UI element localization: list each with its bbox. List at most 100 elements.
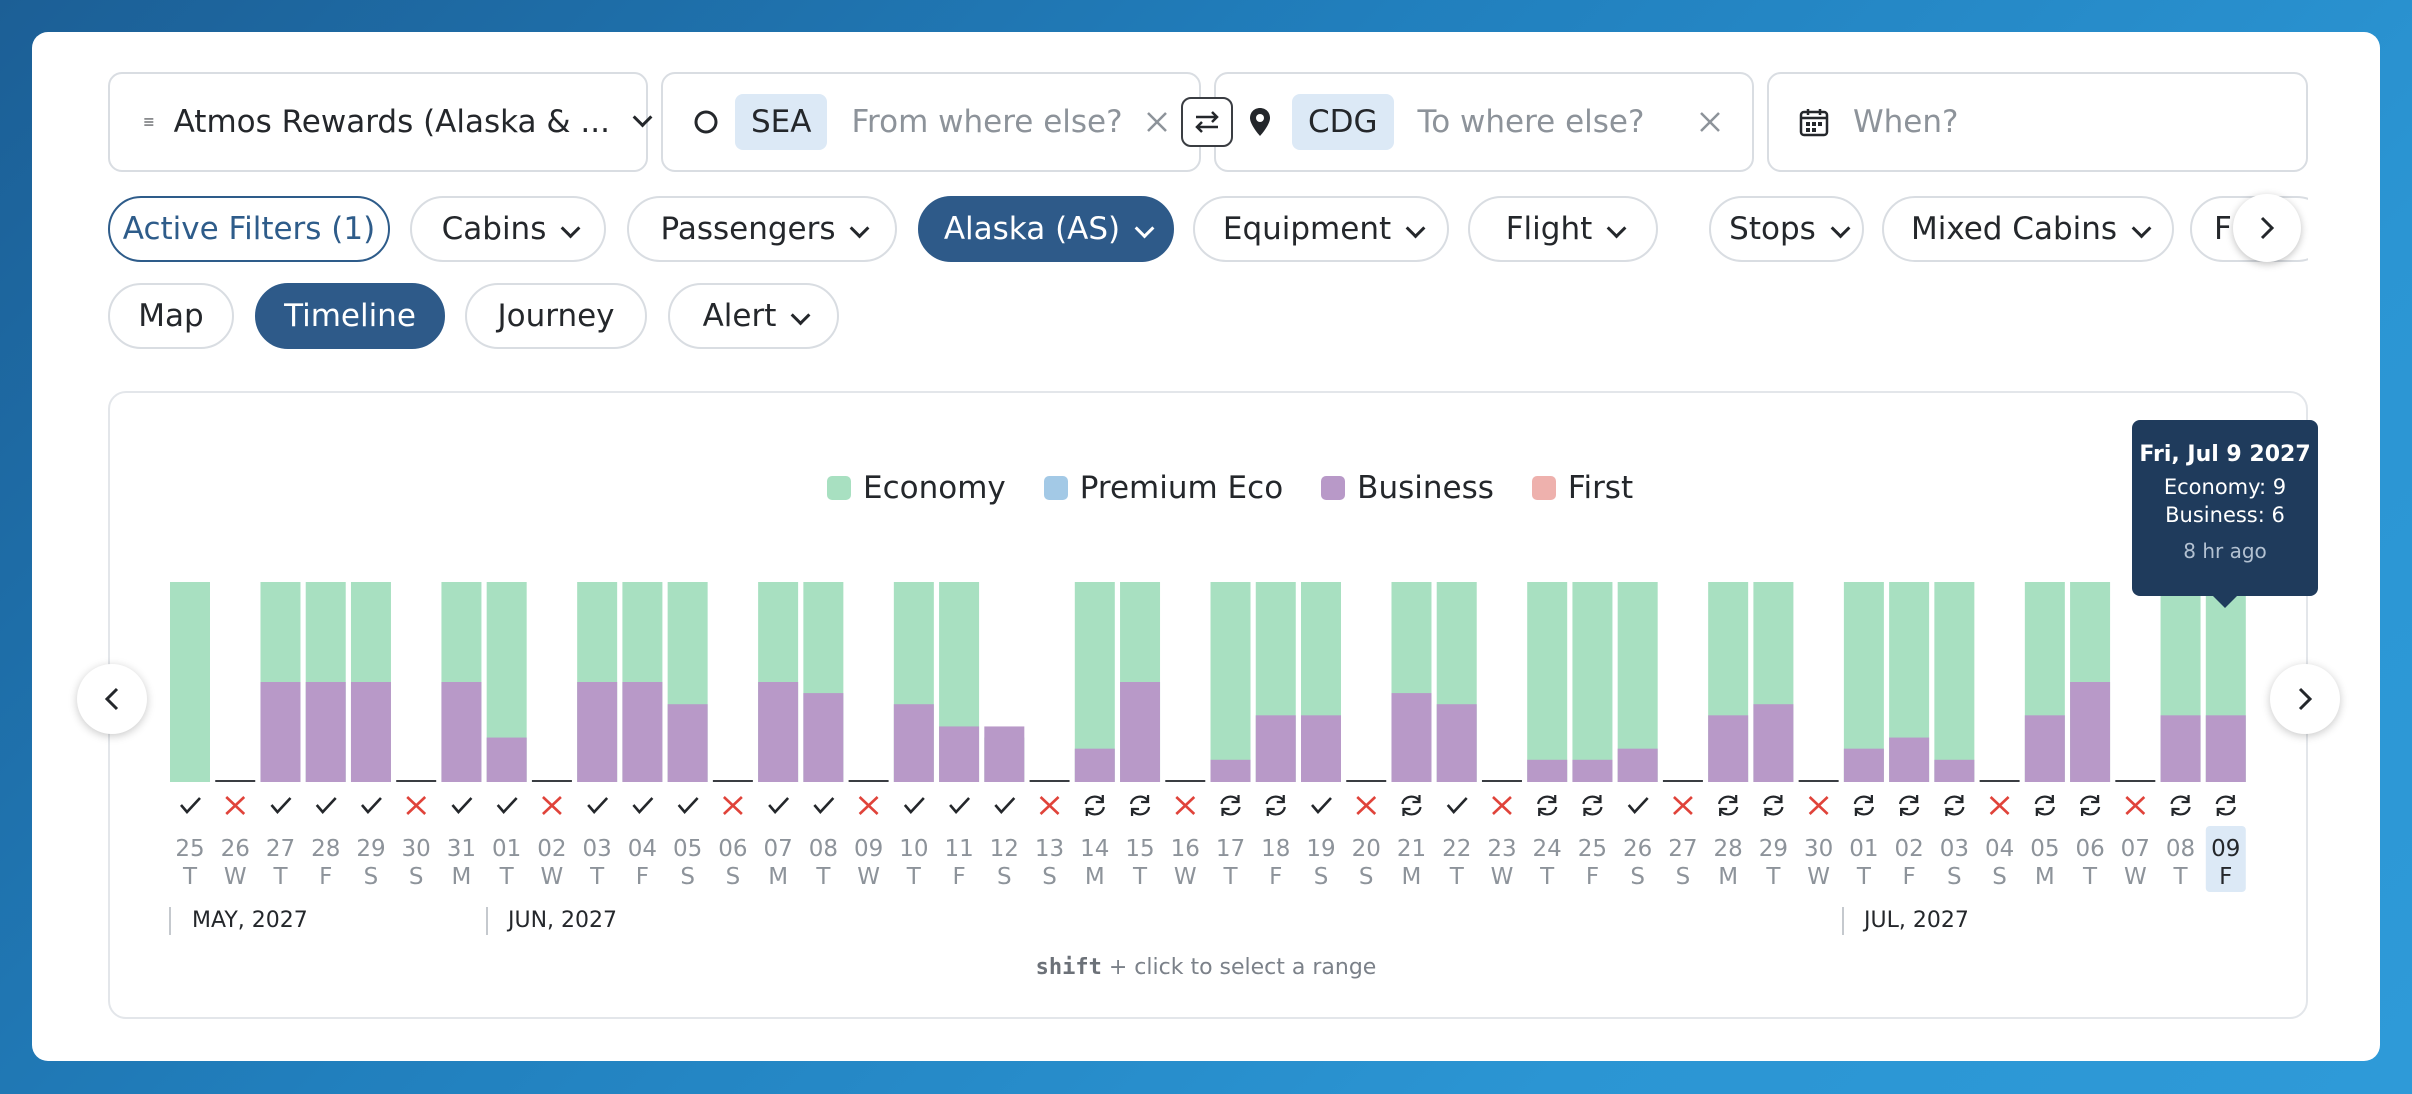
- filter-pill-mixed-cabins[interactable]: Mixed Cabins: [1882, 196, 2174, 262]
- timeline-day-column[interactable]: [577, 582, 618, 782]
- filter-pill-active-filters-1[interactable]: Active Filters (1): [108, 196, 390, 262]
- day-label[interactable]: 08T: [809, 836, 838, 890]
- timeline-day-column[interactable]: [1255, 582, 1296, 782]
- timeline-day-column[interactable]: [1708, 582, 1749, 782]
- day-label[interactable]: 27T: [266, 836, 295, 890]
- day-label[interactable]: 06S: [718, 836, 747, 890]
- day-label[interactable]: 25F: [1578, 836, 1607, 890]
- view-tab-timeline[interactable]: Timeline: [255, 283, 445, 349]
- day-label[interactable]: 03T: [583, 836, 612, 890]
- bar-business[interactable]: [2024, 715, 2065, 782]
- bar-business[interactable]: [893, 704, 934, 782]
- day-label[interactable]: 25T: [175, 836, 204, 890]
- bar-business[interactable]: [486, 737, 527, 782]
- day-label[interactable]: 02F: [1894, 836, 1923, 890]
- day-label[interactable]: 19S: [1306, 836, 1335, 890]
- day-label[interactable]: 18F: [1261, 836, 1290, 890]
- bar-business[interactable]: [803, 693, 844, 782]
- day-label[interactable]: 28M: [1714, 836, 1743, 890]
- bar-business[interactable]: [1889, 737, 1930, 782]
- bar-business[interactable]: [1708, 715, 1749, 782]
- destination-code-chip[interactable]: CDG: [1292, 94, 1394, 150]
- bar-economy[interactable]: [1934, 582, 1975, 782]
- day-label[interactable]: 20S: [1352, 836, 1381, 890]
- day-label[interactable]: 07M: [763, 836, 792, 890]
- timeline-day-column[interactable]: [893, 582, 934, 782]
- bar-business[interactable]: [1391, 693, 1432, 782]
- timeline-prev-button[interactable]: [77, 664, 147, 734]
- date-input[interactable]: When?: [1853, 104, 1959, 140]
- filter-pill-passengers[interactable]: Passengers: [627, 196, 897, 262]
- day-label[interactable]: 26W: [221, 836, 250, 890]
- filter-pill-alaska-as[interactable]: Alaska (AS): [918, 196, 1174, 262]
- timeline-day-column[interactable]: [1436, 582, 1477, 782]
- destination-input[interactable]: To where else?: [1417, 104, 1645, 140]
- timeline-day-column[interactable]: [1120, 582, 1161, 782]
- day-label[interactable]: 29S: [356, 836, 385, 890]
- bar-business[interactable]: [1617, 748, 1658, 782]
- view-tab-map[interactable]: Map: [108, 283, 234, 349]
- bar-business[interactable]: [2160, 715, 2201, 782]
- timeline-day-column[interactable]: [1753, 582, 1794, 782]
- day-label[interactable]: 02W: [537, 836, 566, 890]
- day-label[interactable]: 08T: [2166, 836, 2195, 890]
- destination-field[interactable]: CDG To where else?: [1214, 72, 1754, 172]
- day-label[interactable]: 04S: [1985, 836, 2014, 890]
- timeline-day-column[interactable]: [1301, 582, 1341, 782]
- bar-economy[interactable]: [1527, 582, 1568, 782]
- day-label[interactable]: 06T: [2075, 836, 2104, 890]
- bar-business[interactable]: [1527, 759, 1568, 782]
- day-label[interactable]: 30W: [1804, 836, 1833, 890]
- day-label[interactable]: 05M: [2030, 836, 2059, 890]
- timeline-next-button[interactable]: [2270, 664, 2340, 734]
- timeline-day-column[interactable]: [2070, 582, 2111, 782]
- day-label[interactable]: 07W: [2121, 836, 2150, 890]
- timeline-day-column[interactable]: [1843, 582, 1884, 782]
- day-label[interactable]: 09W: [854, 836, 883, 890]
- bar-business[interactable]: [1436, 704, 1477, 782]
- timeline-day-column[interactable]: [305, 582, 346, 782]
- day-label[interactable]: 01T: [492, 836, 521, 890]
- bar-business[interactable]: [2070, 682, 2111, 782]
- filter-pill-stops[interactable]: Stops: [1709, 196, 1864, 262]
- bar-business[interactable]: [1843, 748, 1884, 782]
- swap-airports-button[interactable]: [1181, 97, 1233, 147]
- bar-business[interactable]: [758, 682, 799, 782]
- timeline-day-column[interactable]: [803, 582, 844, 782]
- day-label[interactable]: 17T: [1216, 836, 1245, 890]
- bar-business[interactable]: [1934, 759, 1975, 782]
- timeline-day-column[interactable]: [260, 582, 301, 782]
- bar-economy[interactable]: [1210, 582, 1251, 782]
- timeline-day-column[interactable]: [1527, 582, 1568, 782]
- bar-business[interactable]: [1210, 759, 1251, 782]
- day-label[interactable]: 09F: [2205, 826, 2246, 892]
- bar-business[interactable]: [1255, 715, 1296, 782]
- day-label[interactable]: 23W: [1487, 836, 1516, 890]
- day-label[interactable]: 12S: [990, 836, 1019, 890]
- timeline-day-column[interactable]: [1889, 582, 1930, 782]
- timeline-day-column[interactable]: [622, 582, 663, 782]
- view-tab-journey[interactable]: Journey: [465, 283, 647, 349]
- origin-code-chip[interactable]: SEA: [735, 94, 828, 150]
- timeline-day-column[interactable]: [441, 582, 482, 782]
- day-label[interactable]: 31M: [447, 836, 476, 890]
- day-label[interactable]: 11F: [944, 836, 973, 890]
- timeline-day-column[interactable]: [758, 582, 799, 782]
- bar-business[interactable]: [1753, 704, 1794, 782]
- bar-business[interactable]: [1074, 748, 1115, 782]
- day-label[interactable]: 29T: [1759, 836, 1788, 890]
- day-label[interactable]: 21M: [1397, 836, 1426, 890]
- timeline-day-column[interactable]: [350, 582, 391, 782]
- timeline-day-column[interactable]: [1572, 582, 1613, 782]
- bar-business[interactable]: [622, 682, 663, 782]
- origin-input[interactable]: From where else?: [851, 104, 1123, 140]
- bar-economy[interactable]: [1572, 582, 1613, 782]
- bar-business[interactable]: [939, 726, 980, 782]
- bar-business[interactable]: [2205, 715, 2246, 782]
- clear-destination-icon[interactable]: [1698, 110, 1722, 134]
- timeline-day-column[interactable]: [2205, 582, 2246, 782]
- day-label[interactable]: 28F: [311, 836, 340, 890]
- clear-origin-icon[interactable]: [1145, 110, 1169, 134]
- filter-pill-flight[interactable]: Flight: [1468, 196, 1658, 262]
- timeline-day-column[interactable]: [1617, 582, 1658, 782]
